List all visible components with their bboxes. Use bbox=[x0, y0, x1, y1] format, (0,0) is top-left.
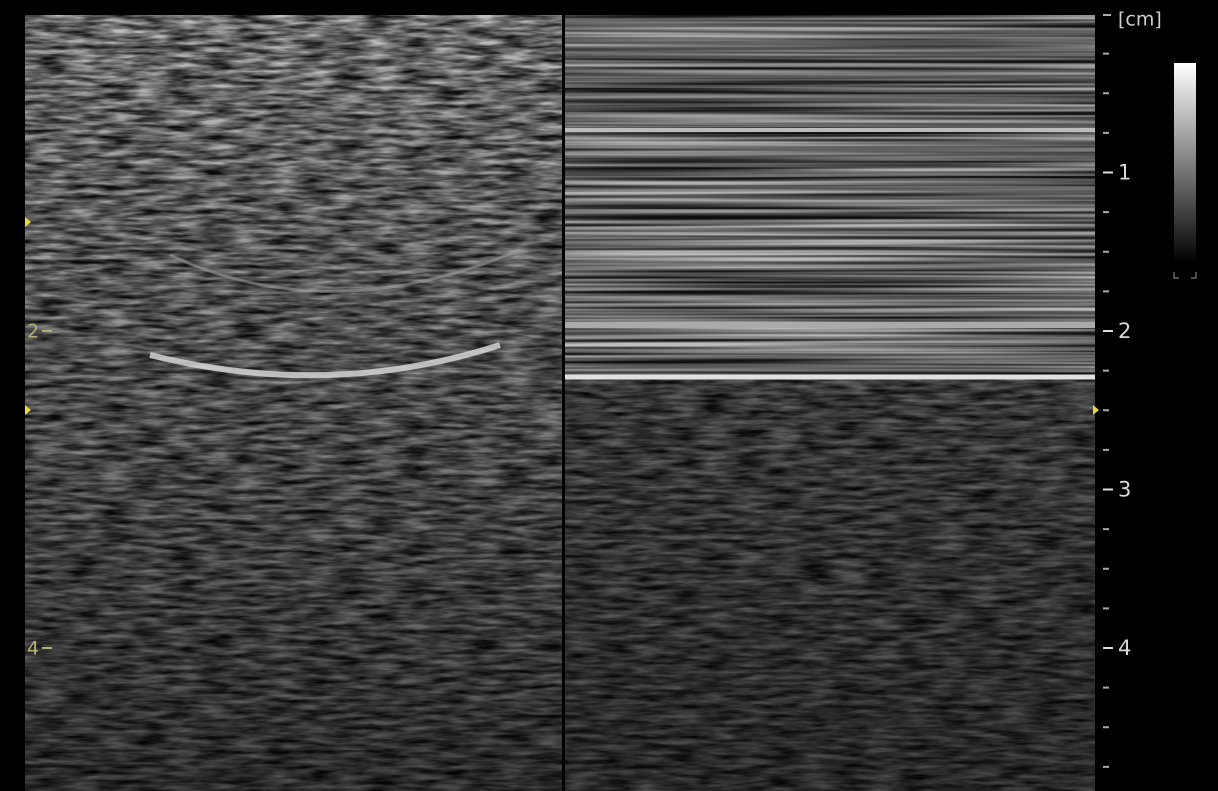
focus-marker bbox=[25, 217, 31, 227]
m-mode-shade bbox=[565, 15, 1095, 791]
gray-bar bbox=[1174, 63, 1196, 263]
depth-label: 3 bbox=[1118, 478, 1131, 502]
depth-unit: [cm] bbox=[1118, 9, 1162, 31]
focus-marker bbox=[1093, 405, 1099, 415]
left-depth-label: 2 bbox=[27, 321, 39, 343]
depth-label: 4 bbox=[1118, 636, 1131, 660]
b-mode-image bbox=[25, 15, 562, 791]
focus-marker bbox=[25, 405, 31, 415]
tissue-line bbox=[169, 248, 521, 293]
depth-label: 2 bbox=[1118, 319, 1131, 343]
depth-label: 1 bbox=[1118, 161, 1131, 185]
m-mode-image bbox=[565, 15, 1095, 791]
b-mode-shade bbox=[25, 15, 562, 791]
gray-bar-bracket bbox=[1173, 272, 1197, 279]
pleura-line bbox=[149, 342, 501, 379]
left-depth-label: 4 bbox=[27, 638, 39, 660]
depth-scale: [cm] bbox=[1118, 9, 1197, 279]
